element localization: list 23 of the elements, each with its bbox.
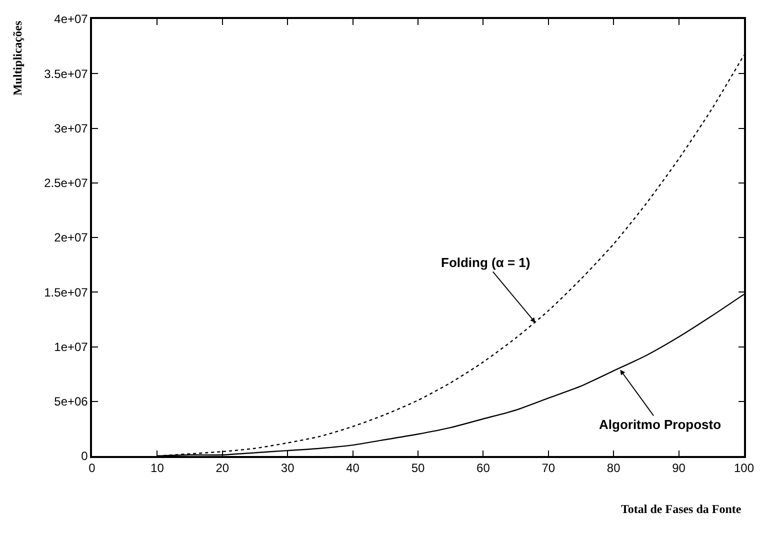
y-tick-label: 1e+07 <box>54 340 88 354</box>
y-tick-label: 2e+07 <box>54 230 88 245</box>
y-tick-label: 4e+07 <box>54 12 88 26</box>
y-tick-label: 0 <box>81 449 88 464</box>
x-tick-label: 60 <box>476 461 490 476</box>
x-axis-title: Total de Fases da Fonte <box>621 502 742 516</box>
y-tick-label: 2.5e+07 <box>44 176 88 190</box>
x-tick-label: 70 <box>542 461 556 476</box>
x-tick-label: 20 <box>216 461 230 476</box>
annotation: Folding (α = 1) <box>441 255 530 270</box>
x-tick-label: 10 <box>150 461 164 476</box>
x-tick-label: 40 <box>346 461 360 476</box>
x-tick-label: 50 <box>411 461 425 476</box>
x-tick-label: 90 <box>672 461 686 476</box>
annotation: Algoritmo Proposto <box>599 417 722 432</box>
y-tick-label: 5e+06 <box>54 394 88 409</box>
y-tick-label: 3e+07 <box>54 121 88 136</box>
y-tick-label: 1.5e+07 <box>44 285 88 300</box>
x-tick-label: 80 <box>606 461 621 476</box>
x-tick-label: 30 <box>280 461 295 476</box>
x-tick-label: 100 <box>734 461 754 476</box>
y-tick-label: 3.5e+07 <box>44 66 88 81</box>
y-axis-title: Multiplicações <box>10 20 25 96</box>
